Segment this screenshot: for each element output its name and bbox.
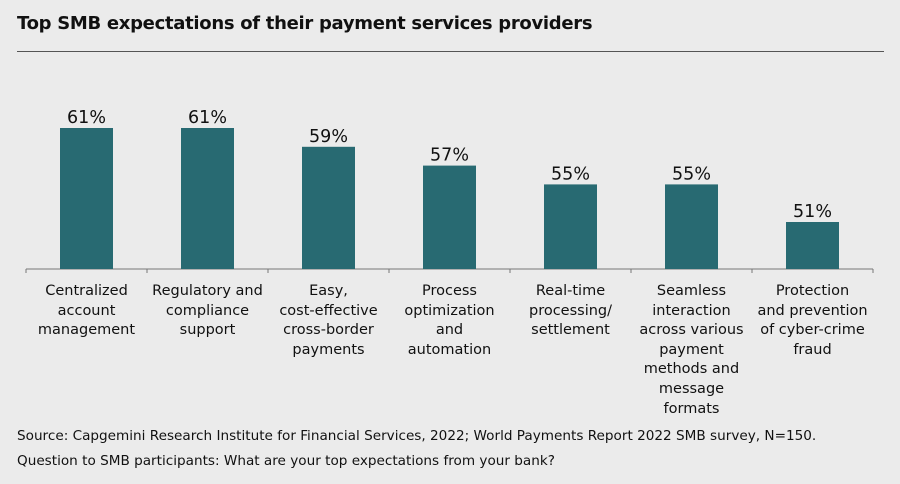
value-label: 61% xyxy=(188,108,227,128)
category-label: Easy, cost-effective cross-border payments xyxy=(269,282,389,360)
category-label-line: of cyber-crime xyxy=(760,322,865,339)
category-label-line: automation xyxy=(407,341,492,358)
category-label: Regulatory and compliance support xyxy=(148,282,268,341)
category-label-line: Centralized xyxy=(45,283,128,299)
bar xyxy=(544,184,597,269)
category-label: Real-time processing/settlement xyxy=(511,282,631,341)
category-label: Protection and prevention of cyber-crime fr… xyxy=(753,282,873,360)
bar xyxy=(786,222,839,269)
category-label-line: account xyxy=(57,302,116,319)
category-label-line: Process xyxy=(421,283,477,299)
category-label-line: cost-effective xyxy=(279,302,378,319)
bar xyxy=(60,128,113,269)
title-divider xyxy=(17,51,884,52)
chart-title: Top SMB expectations of their payment se… xyxy=(17,13,593,34)
category-label-line: message formats xyxy=(658,380,725,417)
category-label-line: and xyxy=(435,322,464,339)
category-label-line: compliance xyxy=(165,302,250,319)
value-label: 55% xyxy=(551,164,590,184)
category-label-line: Protection xyxy=(775,283,850,299)
category-label-line: and prevention xyxy=(757,302,868,319)
category-label-line: methods and xyxy=(643,361,740,378)
value-label: 59% xyxy=(309,127,348,147)
category-label-line: Regulatory and xyxy=(152,283,263,299)
category-label-line: optimization xyxy=(404,302,495,319)
category-label-line: management xyxy=(37,322,136,339)
value-label: 55% xyxy=(672,164,711,184)
category-label-line: payments xyxy=(292,341,365,358)
category-label-line: interaction xyxy=(652,302,731,319)
category-label-line: fraud xyxy=(793,341,832,358)
category-label-line: settlement xyxy=(531,322,610,339)
value-label: 51% xyxy=(793,202,832,222)
category-label: Centralized account management xyxy=(27,282,147,341)
question-note: Question to SMB participants: What are y… xyxy=(17,453,555,469)
source-note: Source: Capgemini Research Institute for… xyxy=(17,428,817,444)
category-label-line: Easy, xyxy=(309,283,348,299)
category-label-line: payment xyxy=(659,341,724,358)
category-label-line: support xyxy=(179,322,236,339)
category-label-line: Seamless xyxy=(656,283,727,299)
bar xyxy=(423,165,476,269)
category-label-line: cross-border xyxy=(283,322,374,339)
category-label-line: Real-time xyxy=(535,283,606,299)
value-label: 61% xyxy=(67,108,106,128)
bar xyxy=(665,184,718,269)
category-label: Process optimization and automation xyxy=(390,282,510,360)
category-label-line: across various xyxy=(639,322,744,339)
bar xyxy=(302,146,355,269)
category-label-line: processing/ xyxy=(528,302,613,319)
bar xyxy=(181,128,234,269)
category-label: Seamless interaction across various payment… xyxy=(632,282,752,419)
value-label: 57% xyxy=(430,146,469,166)
